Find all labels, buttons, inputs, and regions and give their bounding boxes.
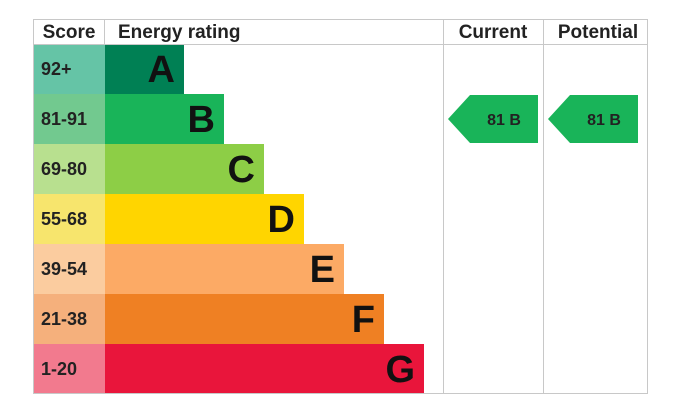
- current-header: Current: [459, 22, 528, 43]
- rating-bar-d: [105, 194, 304, 244]
- score-cell-d: [34, 194, 105, 244]
- rating-letter-b: B: [188, 99, 215, 141]
- rating-letter-c: C: [228, 149, 255, 191]
- score-cell-a: [34, 44, 105, 94]
- rating-letter-d: D: [268, 199, 295, 241]
- potential-rating-arrow: [548, 95, 638, 143]
- rating-bar-a: [105, 44, 184, 94]
- score-cell-c: [34, 144, 105, 194]
- rating-bar-e: [105, 244, 344, 294]
- score-cell-b: [34, 94, 105, 144]
- rating-bar-f: [105, 294, 384, 344]
- rating-letter-a: A: [148, 49, 175, 91]
- potential-rating-arrow-label: 81 B: [587, 112, 621, 129]
- score-cell-e: [34, 244, 105, 294]
- rating-letter-g: G: [385, 349, 415, 391]
- score-label-d: 55-68: [41, 209, 87, 229]
- score-cell-f: [34, 294, 105, 344]
- rating-bar-b: [105, 94, 224, 144]
- score-label-c: 69-80: [41, 159, 87, 179]
- energy-rating-header: Energy rating: [118, 22, 240, 43]
- rating-arrows: 81 B 81 B: [448, 95, 638, 143]
- rating-letter-f: F: [352, 299, 375, 341]
- score-label-f: 21-38: [41, 309, 87, 329]
- score-label-e: 39-54: [41, 259, 87, 279]
- score-cell-g: [34, 344, 105, 394]
- score-label-a: 92+: [41, 59, 72, 79]
- rating-bar-c: [105, 144, 264, 194]
- rating-bar-g: [105, 344, 424, 394]
- rating-bands: 92+ A 81-91 B 69-80 C 55-68 D 39-54 E 21-38 F 1-20 G: [34, 44, 424, 394]
- current-rating-arrow: [448, 95, 538, 143]
- score-label-b: 81-91: [41, 109, 87, 129]
- potential-header: Potential: [558, 22, 638, 43]
- score-label-g: 1-20: [41, 359, 77, 379]
- current-rating-arrow-label: 81 B: [487, 112, 521, 129]
- rating-letter-e: E: [310, 249, 335, 291]
- table-grid: [33, 19, 648, 394]
- score-header: Score: [43, 22, 96, 43]
